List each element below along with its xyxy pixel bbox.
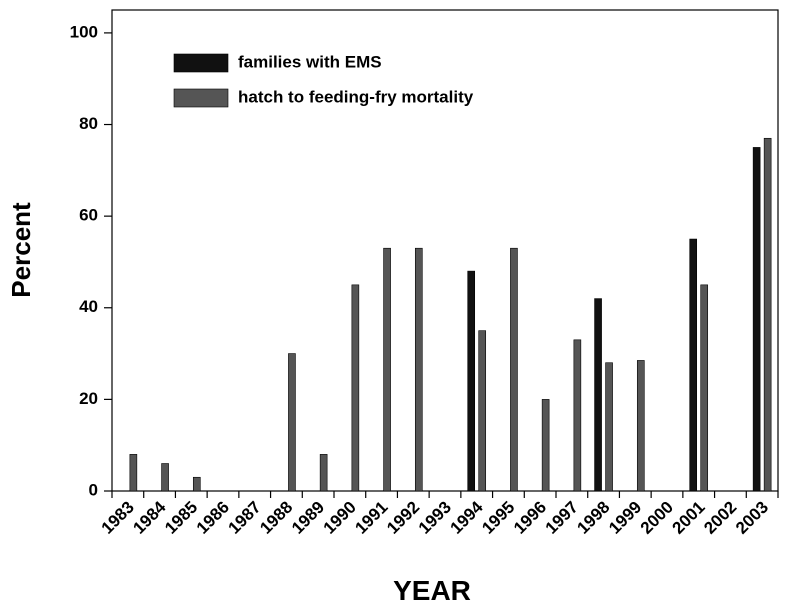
x-axis-label: YEAR [393,575,471,606]
bar [700,284,709,492]
x-tick-label: 2002 [700,498,740,538]
bar [763,137,772,492]
bar [414,247,423,492]
y-tick-label: 80 [79,114,98,133]
bar [192,476,201,492]
bar [573,339,582,492]
x-tick-label: 1994 [447,497,488,538]
x-tick-label: 1989 [288,498,328,538]
x-tick-label: 1983 [98,498,138,538]
legend-label: hatch to feeding-fry mortality [238,87,474,106]
legend-swatch [173,88,229,108]
x-tick-label: 1986 [193,498,233,538]
y-axis-label: Percent [6,202,36,298]
x-tick-label: 1987 [225,498,265,538]
bar [161,463,169,492]
x-tick-label: 1985 [161,498,201,538]
y-tick-label: 100 [70,22,98,41]
bar [636,360,645,492]
y-tick-label: 0 [89,480,98,499]
bar [752,147,761,492]
x-tick-label: 2003 [732,498,772,538]
x-tick-label: 1998 [573,498,613,538]
y-tick-label: 20 [79,389,98,408]
x-tick-label: 2001 [669,498,709,538]
bar [383,247,391,492]
bar [129,454,138,492]
x-tick-label: 1984 [129,497,170,538]
bar [319,454,328,492]
legend-label: families with EMS [238,52,382,71]
bar [351,284,360,492]
x-tick-label: 1995 [478,498,518,538]
x-tick-label: 1999 [605,498,645,538]
x-tick-label: 1991 [351,498,391,538]
x-tick-label: 1996 [510,498,550,538]
bar [288,353,296,492]
bar [467,270,476,492]
bar [478,330,487,492]
x-tick-label: 1997 [542,498,582,538]
x-tick-label: 1988 [256,498,296,538]
x-tick-label: 2000 [637,498,677,538]
plot-frame [111,9,779,492]
x-tick-label: 1993 [415,498,455,538]
y-tick-label: 40 [79,297,98,316]
y-tick-label: 60 [79,206,98,225]
bar [689,238,698,492]
legend-swatch [173,53,229,73]
bar [510,247,518,492]
bar [541,399,550,492]
bar [594,298,602,492]
bar [605,362,613,492]
x-tick-label: 1992 [383,498,423,538]
x-tick-label: 1990 [320,498,360,538]
